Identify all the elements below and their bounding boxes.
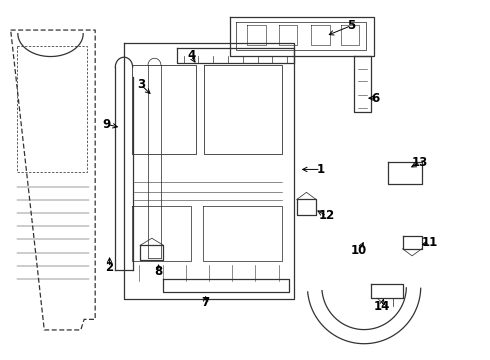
Text: 2: 2 <box>105 261 114 274</box>
Text: 14: 14 <box>374 300 390 313</box>
Text: 9: 9 <box>102 118 111 131</box>
Text: 5: 5 <box>347 19 356 32</box>
Text: 1: 1 <box>317 163 325 176</box>
Text: 12: 12 <box>318 210 335 222</box>
Text: 11: 11 <box>422 236 438 249</box>
Text: 3: 3 <box>137 78 145 91</box>
Text: 8: 8 <box>154 265 163 278</box>
Text: 13: 13 <box>412 156 428 169</box>
Text: 4: 4 <box>187 49 196 62</box>
Text: 10: 10 <box>351 244 368 257</box>
Text: 6: 6 <box>371 92 380 105</box>
Text: 7: 7 <box>201 296 210 309</box>
